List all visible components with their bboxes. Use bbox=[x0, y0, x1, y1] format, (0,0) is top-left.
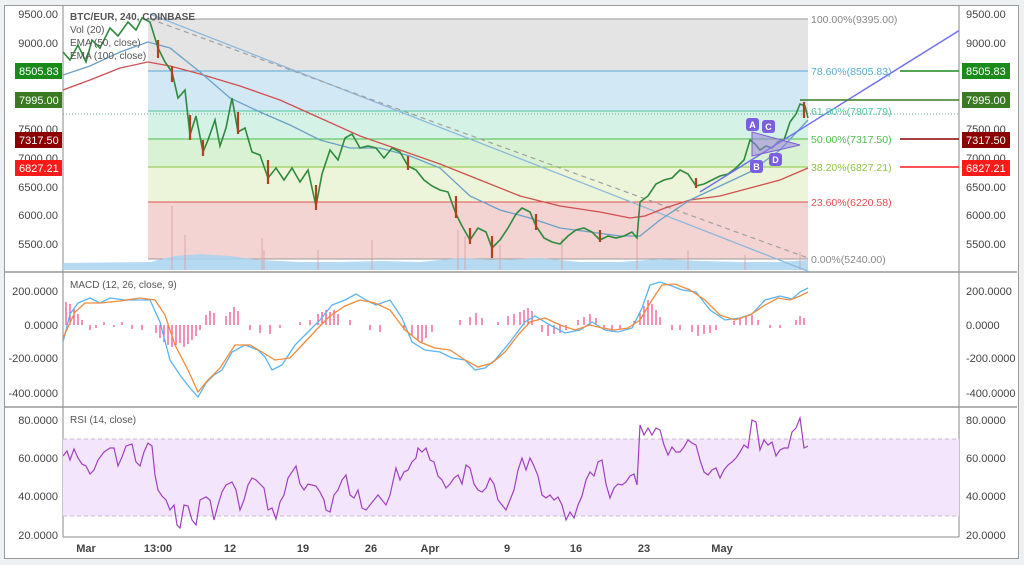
svg-text:May: May bbox=[711, 543, 733, 555]
main-price-pane[interactable]: A B C D 100.00%(9395.00) 78.60%(8505.83)… bbox=[63, 12, 960, 272]
svg-text:7317.50: 7317.50 bbox=[966, 135, 1006, 147]
fib-label-786: 78.60%(8505.83) bbox=[811, 66, 892, 78]
uptrend-line[interactable] bbox=[699, 29, 960, 193]
rsi-line bbox=[63, 415, 809, 530]
svg-text:200.0000: 200.0000 bbox=[966, 286, 1012, 298]
time-axis[interactable]: Mar 13:00 12 19 26 Apr 9 16 23 May bbox=[76, 543, 733, 555]
legend-ema-50[interactable]: EMA (50, close) bbox=[70, 38, 141, 49]
svg-text:19: 19 bbox=[297, 543, 309, 555]
price-tag-left-7317: 7317.50 bbox=[15, 132, 62, 148]
fib-label-50: 50.00%(7317.50) bbox=[811, 134, 892, 146]
svg-text:16: 16 bbox=[570, 543, 582, 555]
price-axis-left[interactable]: 9500.00 9000.00 7500.00 7000.00 6500.00 … bbox=[18, 9, 58, 251]
svg-text:5500.00: 5500.00 bbox=[966, 239, 1006, 251]
svg-text:6000.00: 6000.00 bbox=[966, 210, 1006, 222]
svg-text:7317.50: 7317.50 bbox=[19, 135, 59, 147]
svg-text:-200.0000: -200.0000 bbox=[966, 353, 1016, 365]
rsi-axis-left[interactable]: 80.0000 60.0000 40.0000 20.0000 bbox=[18, 415, 58, 542]
macd-pane[interactable]: MACD (12, 26, close, 9) bbox=[63, 280, 809, 399]
rsi-pane[interactable]: RSI (14, close) bbox=[63, 415, 959, 530]
volume-area bbox=[63, 254, 808, 270]
svg-text:26: 26 bbox=[365, 543, 377, 555]
svg-text:-400.0000: -400.0000 bbox=[966, 388, 1016, 400]
svg-text:6827.21: 6827.21 bbox=[19, 163, 59, 175]
pattern-point-c[interactable]: C bbox=[762, 120, 775, 133]
macd-axis-left[interactable]: 200.0000 0.0000 -200.0000 -400.0000 bbox=[8, 286, 58, 400]
price-tag-left-7995: 7995.00 bbox=[15, 92, 62, 108]
svg-text:9500.00: 9500.00 bbox=[18, 9, 58, 21]
abcd-pattern[interactable] bbox=[751, 131, 801, 157]
svg-text:23: 23 bbox=[638, 543, 650, 555]
macd-axis-right[interactable]: 200.0000 0.0000 -200.0000 -400.0000 bbox=[966, 286, 1016, 400]
pattern-point-a[interactable]: A bbox=[746, 118, 759, 131]
svg-text:13:00: 13:00 bbox=[144, 543, 172, 555]
svg-text:9000.00: 9000.00 bbox=[18, 38, 58, 50]
svg-text:12: 12 bbox=[224, 543, 236, 555]
svg-text:9000.00: 9000.00 bbox=[966, 38, 1006, 50]
svg-text:C: C bbox=[765, 122, 772, 132]
downtrend-line[interactable] bbox=[149, 13, 811, 272]
fib-label-100: 100.00%(9395.00) bbox=[811, 14, 897, 26]
fib-label-0: 0.00%(5240.00) bbox=[811, 254, 886, 266]
svg-text:6500.00: 6500.00 bbox=[18, 182, 58, 194]
svg-text:20.0000: 20.0000 bbox=[18, 530, 58, 542]
svg-text:5500.00: 5500.00 bbox=[18, 239, 58, 251]
svg-text:B: B bbox=[753, 162, 760, 172]
svg-text:A: A bbox=[749, 120, 756, 130]
price-tag-right-7995: 7995.00 bbox=[962, 92, 1010, 108]
legend-volume[interactable]: Vol (20) bbox=[70, 25, 104, 36]
price-tag-left-6827: 6827.21 bbox=[15, 160, 62, 176]
fib-label-382: 38.20%(6827.21) bbox=[811, 162, 892, 174]
svg-text:20.0000: 20.0000 bbox=[966, 530, 1006, 542]
svg-text:-200.0000: -200.0000 bbox=[8, 353, 58, 365]
fibonacci-retracement[interactable] bbox=[148, 18, 808, 260]
svg-text:40.0000: 40.0000 bbox=[18, 491, 58, 503]
fib-label-236: 23.60%(6220.58) bbox=[811, 197, 892, 209]
svg-text:Mar: Mar bbox=[76, 543, 96, 555]
rsi-title[interactable]: RSI (14, close) bbox=[70, 415, 136, 426]
pattern-point-b[interactable]: B bbox=[750, 160, 763, 173]
svg-text:-400.0000: -400.0000 bbox=[8, 388, 58, 400]
svg-text:7995.00: 7995.00 bbox=[19, 95, 59, 107]
svg-text:7995.00: 7995.00 bbox=[966, 95, 1006, 107]
ema-100-line bbox=[63, 61, 809, 219]
svg-text:6827.21: 6827.21 bbox=[966, 163, 1006, 175]
svg-text:80.0000: 80.0000 bbox=[18, 415, 58, 427]
svg-text:80.0000: 80.0000 bbox=[966, 415, 1006, 427]
price-tag-right-8505: 8505.83 bbox=[962, 63, 1010, 79]
rsi-band bbox=[63, 439, 959, 516]
bearish-candles bbox=[156, 40, 806, 258]
svg-text:D: D bbox=[772, 155, 779, 165]
legend-ema-100[interactable]: EMA (100, close) bbox=[70, 51, 146, 62]
ema-50-line bbox=[63, 41, 809, 237]
svg-text:200.0000: 200.0000 bbox=[12, 286, 58, 298]
macd-line bbox=[63, 281, 809, 399]
signal-line bbox=[63, 283, 809, 394]
macd-title[interactable]: MACD (12, 26, close, 9) bbox=[70, 280, 177, 291]
svg-text:9500.00: 9500.00 bbox=[966, 9, 1006, 21]
rsi-axis-right[interactable]: 80.0000 60.0000 40.0000 20.0000 bbox=[966, 415, 1006, 542]
svg-text:40.0000: 40.0000 bbox=[966, 491, 1006, 503]
svg-text:60.0000: 60.0000 bbox=[966, 453, 1006, 465]
svg-text:60.0000: 60.0000 bbox=[18, 453, 58, 465]
macd-histogram bbox=[65, 300, 805, 347]
pattern-point-d[interactable]: D bbox=[769, 153, 782, 166]
volume-bars bbox=[171, 206, 801, 270]
svg-text:0.0000: 0.0000 bbox=[966, 320, 1000, 332]
price-axis-right[interactable]: 9500.00 9000.00 7500.00 7000.00 6500.00 … bbox=[966, 9, 1006, 251]
fib-label-618: 61.80%(7807.79) bbox=[811, 106, 892, 118]
price-tag-right-7317: 7317.50 bbox=[962, 132, 1010, 148]
svg-text:8505.83: 8505.83 bbox=[19, 66, 59, 78]
price-tag-right-6827: 6827.21 bbox=[962, 160, 1010, 176]
symbol-title[interactable]: BTC/EUR, 240, COINBASE bbox=[70, 12, 195, 23]
svg-text:0.0000: 0.0000 bbox=[24, 320, 58, 332]
svg-text:Apr: Apr bbox=[421, 543, 441, 555]
svg-text:9: 9 bbox=[504, 543, 510, 555]
svg-text:6500.00: 6500.00 bbox=[966, 182, 1006, 194]
price-tag-left-8505: 8505.83 bbox=[15, 63, 62, 79]
svg-text:8505.83: 8505.83 bbox=[966, 66, 1006, 78]
svg-text:6000.00: 6000.00 bbox=[18, 210, 58, 222]
